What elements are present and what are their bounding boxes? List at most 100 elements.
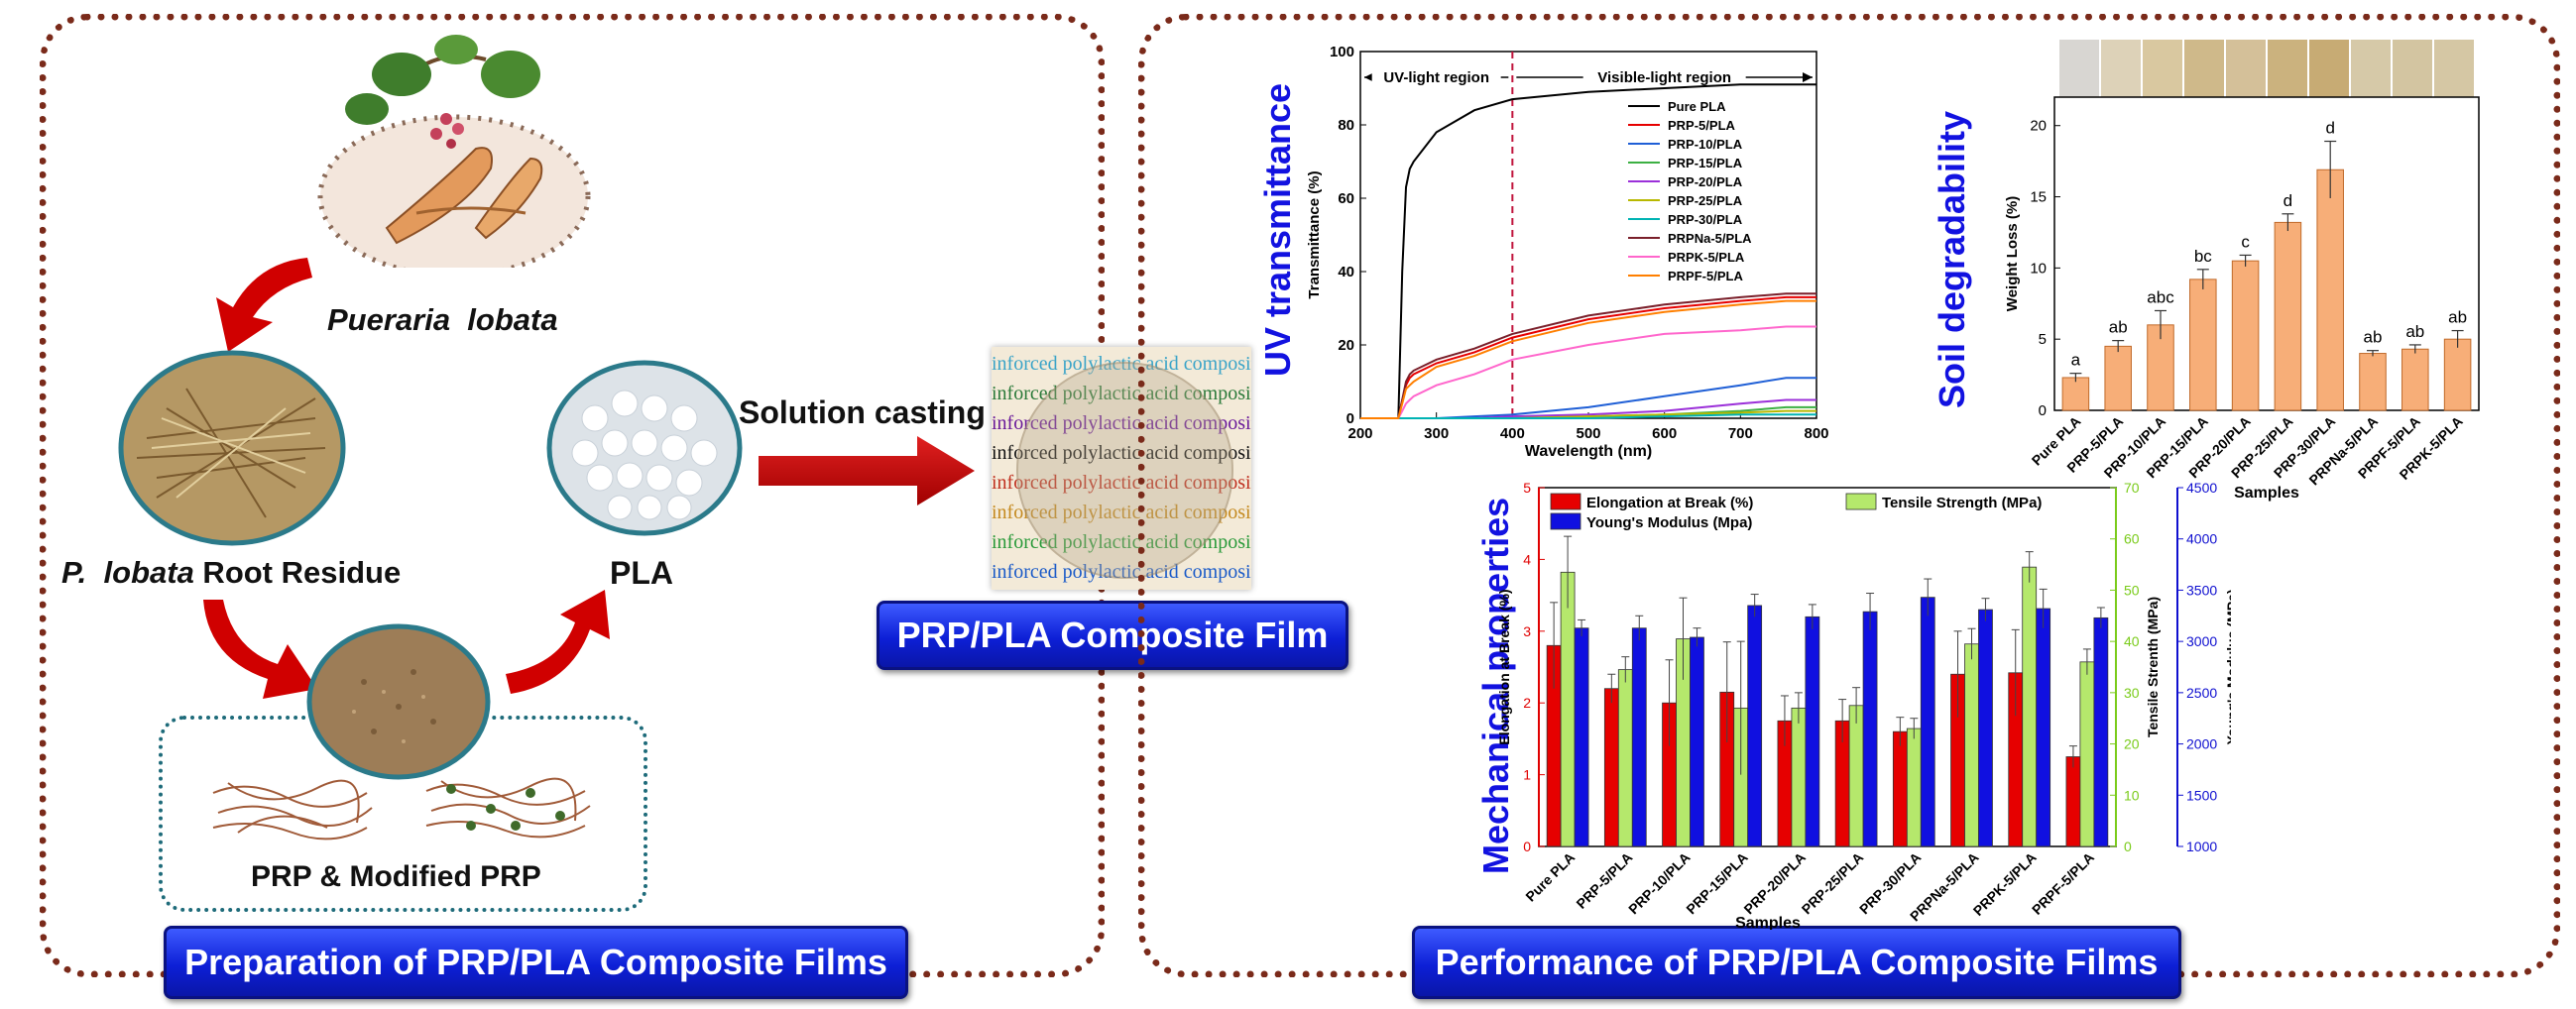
big-arrow-icon <box>759 436 975 505</box>
red-curved-arrow-icon <box>216 258 312 352</box>
bar <box>2079 661 2095 847</box>
bar <box>1920 597 1935 847</box>
bar <box>1805 616 1820 847</box>
bar <box>2189 279 2217 411</box>
significance-letter: d <box>2325 119 2334 138</box>
y-tick-label-tensile: 30 <box>2124 685 2140 701</box>
y-tick-label: 10 <box>2030 260 2047 277</box>
y-tick-label: 20 <box>2030 118 2047 135</box>
legend-label: PRPK-5/PLA <box>1668 250 1745 265</box>
performance-footer-button[interactable]: Performance of PRP/PLA Composite Films <box>1412 926 2181 999</box>
bar <box>1603 688 1619 847</box>
visible-region-label: Visible-light region <box>1597 69 1731 86</box>
region-label-bg <box>1582 65 1746 87</box>
pla-pellets-image <box>546 360 743 536</box>
composite-film-button[interactable]: PRP/PLA Composite Film <box>877 601 1348 670</box>
y-tick-label-left: 3 <box>1523 623 1531 639</box>
bar <box>2065 756 2081 847</box>
legend-label: PRP-15/PLA <box>1668 156 1743 170</box>
y-tick-label-tensile: 0 <box>2124 839 2132 854</box>
significance-letter: ab <box>2364 328 2383 347</box>
y-tick-label-tensile: 40 <box>2124 633 2140 649</box>
significance-letter: d <box>2283 191 2292 210</box>
series-line <box>1360 299 1816 419</box>
x-tick-label: 800 <box>1804 425 1828 442</box>
bar <box>2401 348 2429 411</box>
bar <box>2061 377 2090 411</box>
y-tick-label-modulus: 1500 <box>2186 787 2217 803</box>
y-tick-label-modulus: 3500 <box>2186 582 2217 598</box>
legend-label: Young's Modulus (Mpa) <box>1586 514 1752 531</box>
root-residue-image <box>118 350 346 546</box>
y-tick-label-modulus: 4000 <box>2186 531 2217 547</box>
y-tick-label: 15 <box>2030 189 2047 206</box>
bar <box>1862 611 1878 847</box>
soil-photo-strip <box>2059 40 2474 97</box>
uv-transmittance-chart: 200 300 400 500 600 700 800 0 20 40 60 80 100 Wavelen… <box>1306 44 1829 460</box>
legend-label: PRP-10/PLA <box>1668 137 1743 152</box>
bar <box>1892 730 1908 847</box>
y-tick-label: 100 <box>1330 44 1354 60</box>
y-tick-label-tensile: 60 <box>2124 531 2140 547</box>
x-tick-label: 400 <box>1500 425 1525 442</box>
bar <box>1747 605 1763 847</box>
y-tick-label-modulus: 2500 <box>2186 685 2217 701</box>
x-tick-label: 600 <box>1652 425 1677 442</box>
significance-letter: c <box>2241 232 2250 251</box>
y-tick-label-tensile: 10 <box>2124 787 2140 803</box>
y-tick-label: 0 <box>1347 410 1354 427</box>
bar <box>2022 566 2038 847</box>
bar <box>1964 643 1979 847</box>
prp-fibers-icon <box>212 779 373 841</box>
y-axis-label-modulus: Young's Modulus (MPa) <box>2224 589 2231 744</box>
y-tick-label: 60 <box>1338 190 1354 207</box>
soil-title: Soil degradability <box>1932 110 1972 408</box>
y-axis-label-left: Elongation at Break (%) <box>1496 589 1512 744</box>
modified-prp-fibers-icon <box>425 777 591 839</box>
uv-region-label: UV-light region <box>1383 69 1489 86</box>
region-arrowhead <box>1364 72 1374 82</box>
x-axis-label: Wavelength (nm) <box>1525 443 1652 460</box>
series-line <box>1360 292 1816 419</box>
legend-label: Tensile Strength (MPa) <box>1882 495 2042 511</box>
prp-label: PRP & Modified PRP <box>251 860 541 893</box>
bar <box>2359 353 2387 411</box>
y-tick-label-modulus: 2000 <box>2186 736 2217 752</box>
bar <box>1631 627 1647 847</box>
series-line <box>1360 325 1816 419</box>
y-tick-label-left: 1 <box>1523 767 1531 783</box>
y-tick-label-tensile: 20 <box>2124 736 2140 752</box>
bar <box>1574 627 1589 847</box>
y-tick-label: 40 <box>1338 264 1354 280</box>
bar <box>1791 707 1807 847</box>
legend-label: PRP-30/PLA <box>1668 212 1743 227</box>
red-curved-arrow-icon <box>506 590 610 694</box>
mechanical-properties-chart: 0 1 2 3 4 5 Elongation at Break (%) 0 10 20 30 40 50… <box>1496 480 2231 930</box>
series-line <box>1360 413 1816 419</box>
preparation-footer-button[interactable]: Preparation of PRP/PLA Composite Films <box>164 926 908 999</box>
plot-frame <box>2053 96 2480 411</box>
x-tick-label: 700 <box>1728 425 1753 442</box>
significance-letter: ab <box>2448 308 2467 327</box>
x-tick-label: Pure PLA <box>1522 849 1578 905</box>
significance-letter: bc <box>2194 247 2212 266</box>
y-axis-label: Transmittance (%) <box>1306 170 1323 298</box>
x-tick-label: PRPF-5/PLA <box>2029 849 2097 918</box>
legend-label: PRP-5/PLA <box>1668 118 1736 133</box>
bar <box>2316 168 2344 411</box>
x-axis-label: Samples <box>1735 915 1801 930</box>
series-line <box>1360 83 1816 419</box>
pla-label: PLA <box>610 555 673 591</box>
y-tick-label: 20 <box>1338 337 1354 354</box>
y-tick-label: 80 <box>1338 117 1354 134</box>
y-tick-label-modulus: 3000 <box>2186 633 2217 649</box>
significance-letter: ab <box>2109 318 2128 337</box>
pueraria-lobata-illustration <box>317 35 591 268</box>
bar <box>2274 221 2302 411</box>
red-curved-arrow-icon <box>203 600 317 699</box>
legend-label: PRPF-5/PLA <box>1668 269 1743 283</box>
bar <box>2443 338 2472 411</box>
x-axis-label: Samples <box>2234 485 2299 502</box>
y-tick-label-left: 4 <box>1523 551 1531 567</box>
